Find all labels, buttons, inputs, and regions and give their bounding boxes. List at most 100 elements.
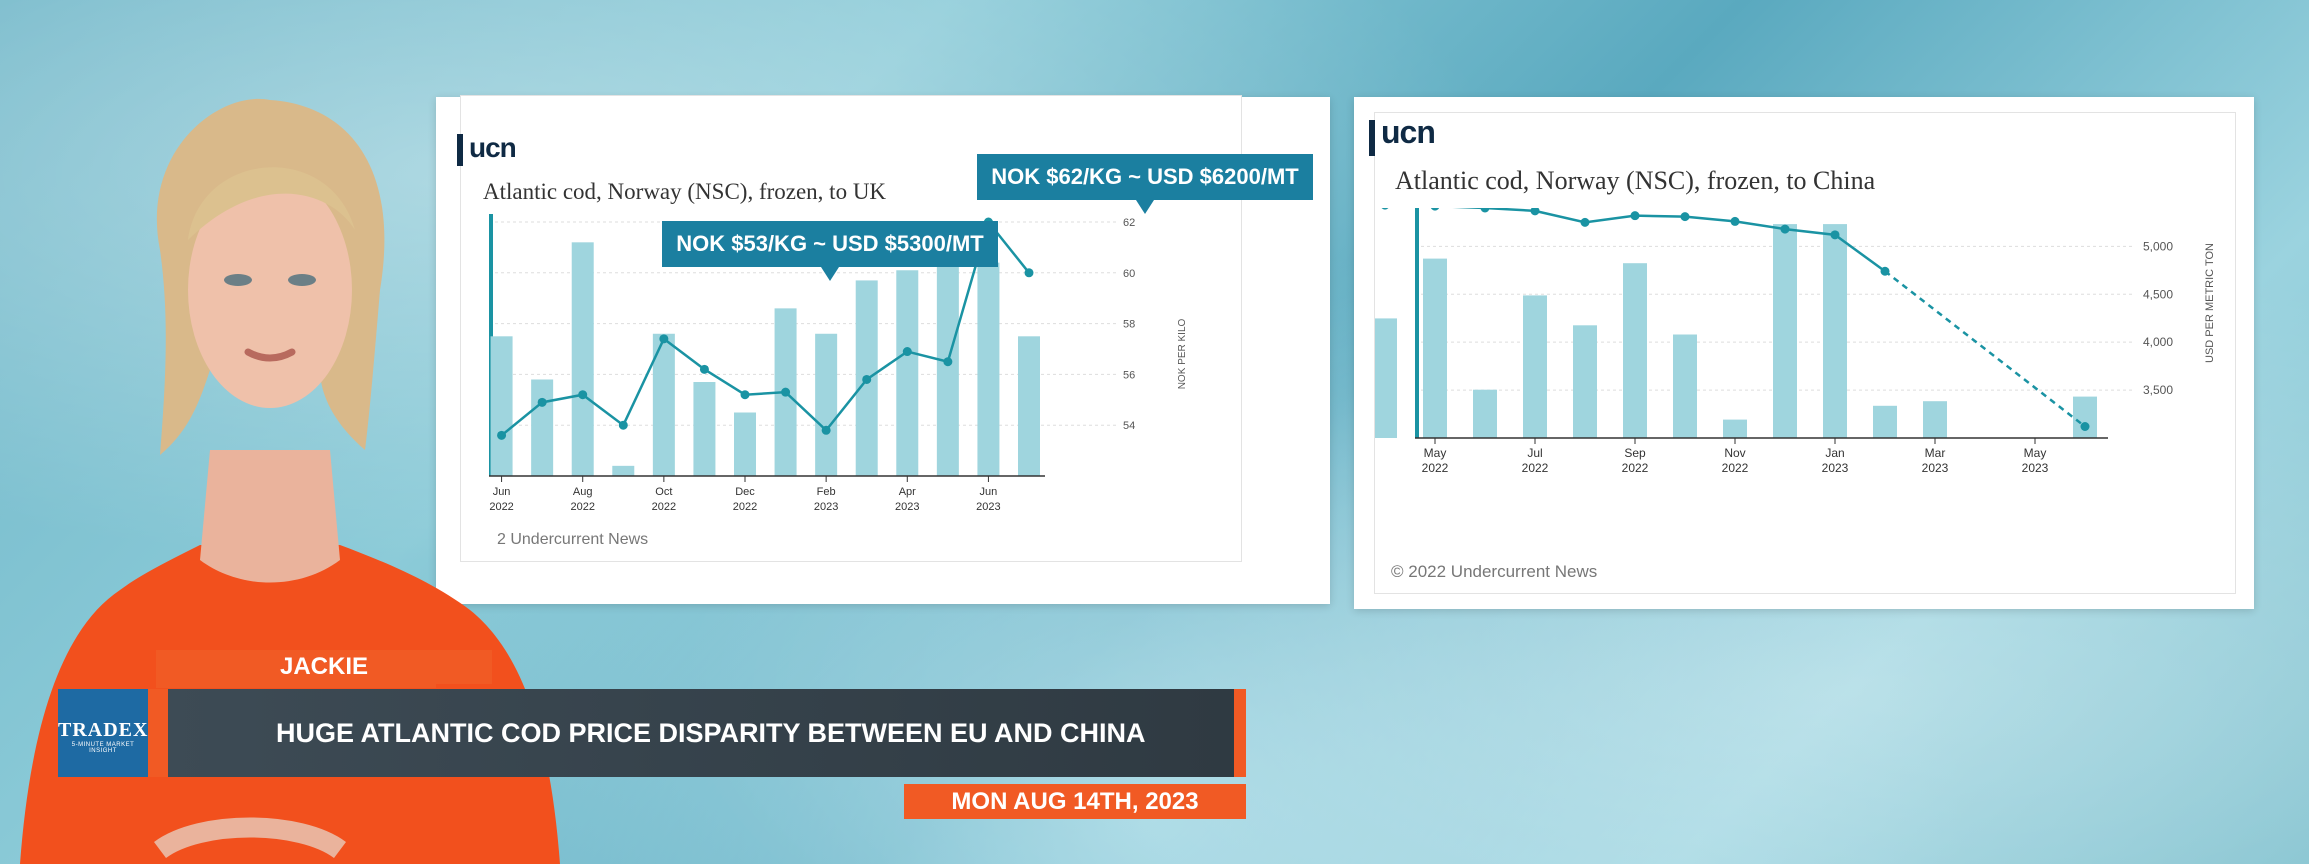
- bar: [1823, 224, 1847, 438]
- bar: [1723, 419, 1747, 438]
- x-tick-label: 2022: [1522, 461, 1549, 475]
- bar: [896, 270, 919, 476]
- bar: [2073, 396, 2097, 438]
- line-point: [862, 374, 872, 384]
- line-point: [2080, 422, 2090, 431]
- bar: [1523, 295, 1547, 438]
- y-tick-label: 62: [1123, 217, 1135, 229]
- x-tick-label: May: [1424, 446, 1447, 460]
- x-tick-label: 2022: [489, 501, 513, 513]
- line-point: [497, 430, 507, 440]
- x-tick-label: Feb: [817, 486, 836, 498]
- y-tick-label: 4,000: [2143, 335, 2173, 349]
- date-tag: MON AUG 14TH, 2023: [904, 784, 1246, 819]
- series-line-projection: [1884, 270, 2086, 428]
- x-tick-label: 2022: [1722, 461, 1749, 475]
- bar: [1923, 401, 1947, 438]
- x-tick-label: 2023: [814, 501, 838, 513]
- line-point: [821, 425, 831, 435]
- china-chart-panel: ucn Atlantic cod, Norway (NSC), frozen, …: [1354, 97, 2254, 609]
- line-point: [1680, 212, 1690, 222]
- y-tick-label: 4,500: [2143, 287, 2173, 301]
- bar: [1873, 405, 1897, 438]
- ucn-logo-mark: [1369, 120, 1375, 156]
- bar: [612, 465, 635, 476]
- china-chart-title: Atlantic cod, Norway (NSC), frozen, to C…: [1395, 166, 1876, 195]
- x-tick-label: Mar: [1925, 446, 1946, 460]
- line-point: [1730, 216, 1740, 226]
- bar: [734, 412, 756, 476]
- y-axis-label: NOK PER KILO: [1177, 318, 1188, 389]
- bar: [1673, 334, 1697, 438]
- bar: [1473, 389, 1497, 438]
- y-axis-label: USD PER METRIC TON: [2204, 243, 2216, 363]
- bar: [531, 379, 554, 476]
- bar: [652, 333, 675, 476]
- bar: [936, 229, 959, 476]
- callout-low-price: NOK $53/KG ~ USD $5300/MT: [662, 221, 998, 281]
- bar: [1773, 224, 1797, 438]
- x-tick-label: Apr: [899, 486, 916, 498]
- line-point: [699, 364, 709, 374]
- line-point: [740, 390, 750, 400]
- ucn-logo-mark: [457, 134, 463, 166]
- bar: [490, 336, 513, 476]
- uk-chart-title: Atlantic cod, Norway (NSC), frozen, to U…: [483, 179, 887, 204]
- y-tick-label: 60: [1123, 268, 1135, 280]
- china-chart-frame: ucn Atlantic cod, Norway (NSC), frozen, …: [1369, 112, 2236, 594]
- line-point: [659, 334, 669, 344]
- line-point: [1880, 266, 1890, 276]
- tradex-brand: TRADEX: [58, 719, 149, 741]
- x-tick-label: Sep: [1624, 446, 1646, 460]
- x-tick-label: 2023: [2022, 461, 2049, 475]
- y-tick-label: 5,000: [2143, 239, 2173, 253]
- ucn-logo: ucn: [469, 132, 517, 163]
- headline-right-accent: [1234, 689, 1246, 777]
- uk-chart-panel: ucn Atlantic cod, Norway (NSC), frozen, …: [436, 95, 1330, 604]
- x-tick-label: Jun: [980, 486, 998, 498]
- bar: [1018, 336, 1040, 476]
- bar: [571, 242, 594, 476]
- headline-banner: HUGE ATLANTIC COD PRICE DISPARITY BETWEE…: [168, 689, 1234, 777]
- x-tick-label: Jun: [493, 486, 511, 498]
- name-tag-underline: [156, 684, 436, 688]
- line-point: [1630, 211, 1640, 221]
- y-tick-label: 54: [1123, 420, 1135, 432]
- x-tick-label: 2023: [895, 501, 919, 513]
- x-tick-label: 2023: [1922, 461, 1949, 475]
- line-point: [1780, 224, 1790, 234]
- x-tick-label: 2022: [733, 501, 757, 513]
- x-tick-label: Aug: [573, 486, 593, 498]
- line-point: [1830, 230, 1840, 240]
- tradex-brand-sub: 5-MINUTE MARKET INSIGHT: [71, 742, 135, 754]
- line-point: [1024, 268, 1034, 278]
- headline-left-stripe: [148, 689, 168, 777]
- x-tick-label: May: [2024, 446, 2047, 460]
- x-tick-label: Oct: [655, 486, 672, 498]
- line-point: [943, 357, 953, 367]
- line-point: [1381, 208, 1389, 210]
- x-tick-label: Jan: [1825, 446, 1844, 460]
- x-tick-label: Dec: [735, 486, 755, 498]
- china-copyright: © 2022 Undercurrent News: [1391, 562, 1598, 581]
- uk-copyright: 2 Undercurrent News: [497, 531, 649, 548]
- x-tick-label: 2023: [976, 501, 1000, 513]
- line-point: [1430, 208, 1440, 211]
- x-tick-label: 2022: [652, 501, 676, 513]
- bar: [815, 333, 838, 476]
- line-point: [1480, 208, 1490, 213]
- line-point: [537, 397, 547, 407]
- line-point: [578, 390, 588, 400]
- x-tick-label: 2022: [1422, 461, 1449, 475]
- callout-high-price: NOK $62/KG ~ USD $6200/MT: [977, 154, 1313, 214]
- line-point: [1580, 217, 1590, 227]
- line-point: [781, 387, 791, 397]
- bar: [1375, 318, 1397, 438]
- series-line: [500, 219, 1030, 437]
- bar: [1573, 325, 1597, 438]
- x-tick-label: 2022: [570, 501, 594, 513]
- bar: [693, 382, 716, 476]
- y-tick-label: 58: [1123, 319, 1135, 331]
- presenter-name-tag: JACKIE: [156, 650, 492, 684]
- line-point: [618, 420, 628, 430]
